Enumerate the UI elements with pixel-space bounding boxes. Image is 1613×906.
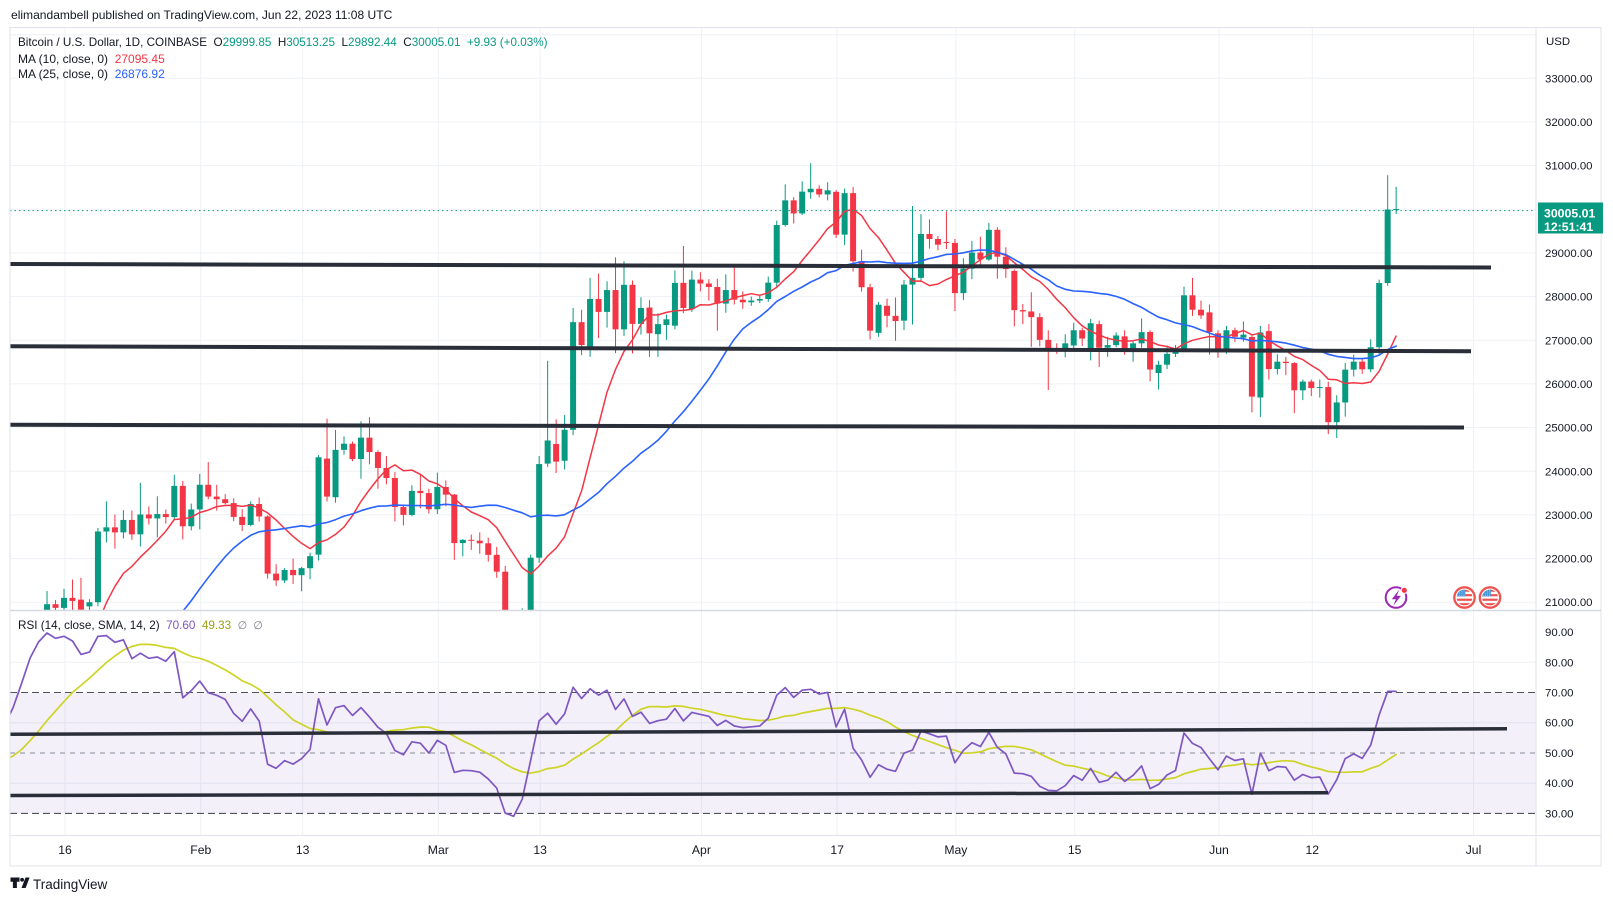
svg-text:May: May: [944, 843, 968, 857]
svg-text:23000.00: 23000.00: [1545, 510, 1593, 522]
svg-text:12:51:41: 12:51:41: [1544, 220, 1593, 234]
svg-text:Jul: Jul: [1466, 843, 1482, 857]
svg-text:elimandambell published on Tra: elimandambell published on TradingView.c…: [11, 8, 393, 22]
svg-text:12: 12: [1306, 843, 1320, 857]
svg-text:13: 13: [533, 843, 547, 857]
svg-text:15: 15: [1068, 843, 1082, 857]
svg-text:25000.00: 25000.00: [1545, 423, 1593, 435]
svg-text:RSI (14, close, SMA, 14, 2) 7: RSI (14, close, SMA, 14, 2) 70.60 49.33 …: [18, 619, 263, 632]
svg-text:17: 17: [830, 843, 844, 857]
svg-text:70.00: 70.00: [1545, 688, 1574, 700]
svg-text:26000.00: 26000.00: [1545, 379, 1593, 391]
svg-text:31000.00: 31000.00: [1545, 161, 1593, 173]
svg-text:28000.00: 28000.00: [1545, 292, 1593, 304]
svg-text:80.00: 80.00: [1545, 657, 1574, 669]
svg-text:Apr: Apr: [692, 843, 711, 857]
svg-text:Bitcoin / U.S. Dollar, 1D, COI: Bitcoin / U.S. Dollar, 1D, COINBASE O299…: [18, 36, 548, 49]
svg-text:Jun: Jun: [1209, 843, 1229, 857]
svg-text:22000.00: 22000.00: [1545, 554, 1593, 566]
svg-text:30005.01: 30005.01: [1544, 206, 1595, 220]
svg-text:13: 13: [296, 843, 310, 857]
svg-text:MA (10, close, 0) 27095.45: MA (10, close, 0) 27095.45: [18, 52, 165, 66]
svg-text:24000.00: 24000.00: [1545, 466, 1593, 478]
svg-text:33000.00: 33000.00: [1545, 73, 1593, 85]
svg-text:TradingView: TradingView: [33, 877, 108, 892]
svg-text:60.00: 60.00: [1545, 718, 1574, 730]
svg-text:50.00: 50.00: [1545, 748, 1574, 760]
svg-text:40.00: 40.00: [1545, 778, 1574, 790]
svg-text:32000.00: 32000.00: [1545, 117, 1593, 129]
svg-text:90.00: 90.00: [1545, 627, 1574, 639]
svg-text:29000.00: 29000.00: [1545, 248, 1593, 260]
svg-text:27000.00: 27000.00: [1545, 335, 1593, 347]
svg-text:30.00: 30.00: [1545, 808, 1574, 820]
svg-text:16: 16: [58, 843, 72, 857]
svg-text:MA (25, close, 0) 26876.92: MA (25, close, 0) 26876.92: [18, 67, 165, 81]
svg-text:USD: USD: [1546, 36, 1570, 48]
svg-text:Mar: Mar: [428, 843, 449, 857]
svg-text:21000.00: 21000.00: [1545, 597, 1593, 609]
svg-text:Feb: Feb: [190, 843, 211, 857]
